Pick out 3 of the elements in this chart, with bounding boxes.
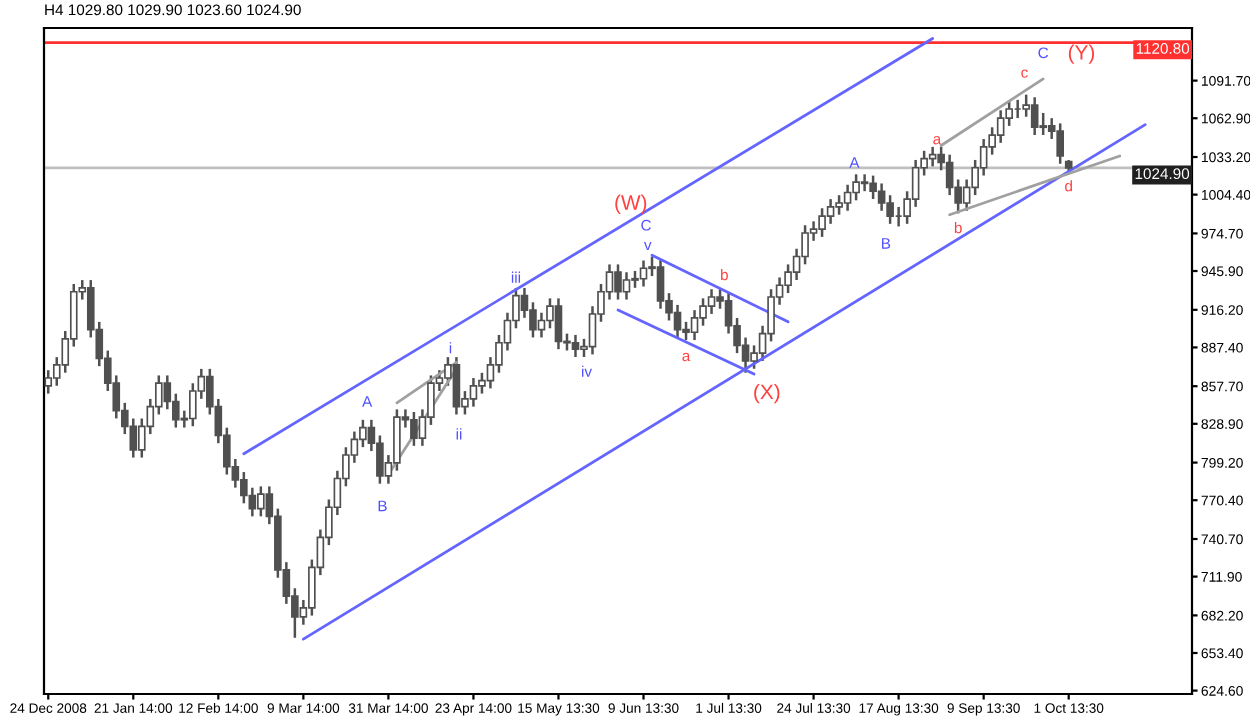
annotation: (Y)	[1068, 44, 1095, 64]
annotation: (X)	[754, 383, 780, 404]
annotation: (W)	[615, 194, 647, 214]
